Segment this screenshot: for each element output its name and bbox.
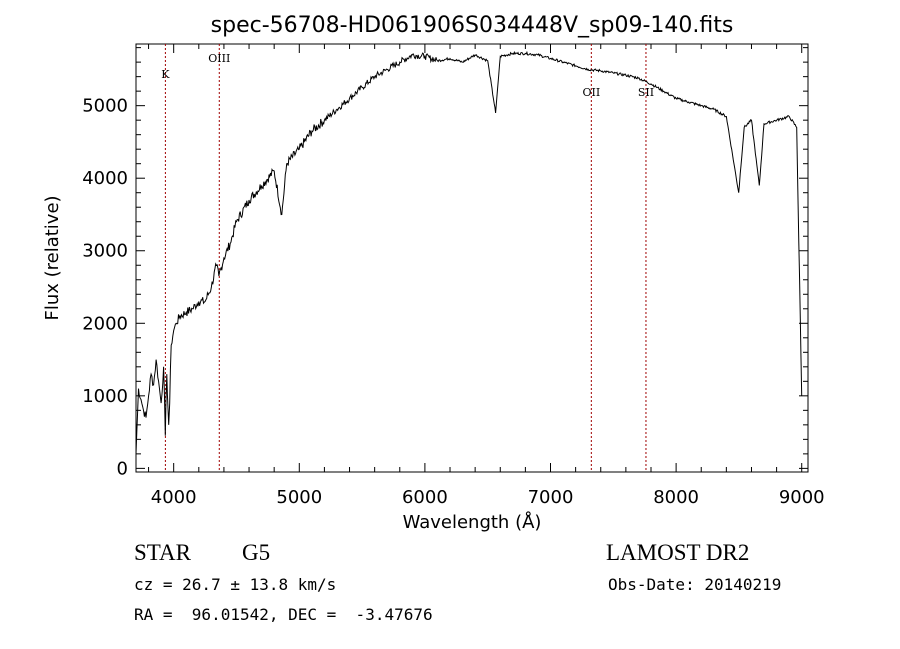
redshift-cz: cz = 26.7 ± 13.8 km/s (134, 575, 337, 594)
object-subclass: G5 (242, 540, 271, 565)
y-tick-label: 2000 (82, 313, 128, 334)
x-tick-label: 7000 (528, 487, 574, 508)
x-tick-label: 4000 (151, 487, 197, 508)
plot-frame (135, 43, 809, 473)
x-axis-label: Wavelength (Å) (403, 511, 542, 533)
line-markers: K OIII OII SII (161, 44, 654, 472)
object-class: STAR (134, 540, 191, 565)
y-axis-label: Flux (relative) (42, 195, 63, 320)
spectral-line-label: OII (582, 86, 600, 99)
spectral-line-label: K (161, 68, 170, 81)
x-tick-label: 5000 (276, 487, 322, 508)
spectral-line-label: OIII (208, 52, 230, 65)
chart-title: spec-56708-HD061906S034448V_sp09-140.fit… (211, 13, 734, 38)
spectrum-line (135, 50, 803, 454)
x-tick-label: 9000 (779, 487, 825, 508)
y-tick-label: 1000 (82, 386, 128, 407)
y-tick-label: 5000 (82, 96, 128, 117)
spectral-line-label: SII (638, 86, 654, 99)
y-tick-label: 3000 (82, 241, 128, 262)
observation-date: Obs-Date: 20140219 (608, 575, 782, 594)
survey-name: LAMOST DR2 (606, 540, 750, 565)
y-tick-label: 4000 (82, 168, 128, 189)
y-tick-label: 0 (117, 458, 128, 479)
coordinates: RA = 96.01542, DEC = -3.47676 (134, 605, 433, 624)
axis-ticks: 4000 5000 6000 7000 8000 9000 0 1000 2000 3000 400… (82, 44, 825, 508)
x-tick-label: 8000 (653, 487, 699, 508)
x-tick-label: 6000 (402, 487, 448, 508)
